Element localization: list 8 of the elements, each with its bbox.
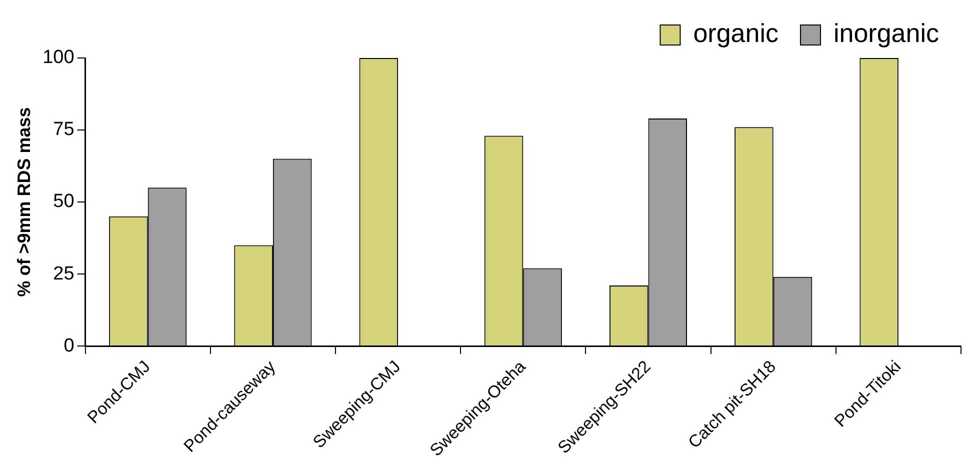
y-tick-label: 75 <box>53 119 74 140</box>
y-axis-title: % of >9mm RDS mass <box>14 107 34 297</box>
y-tick-label: 100 <box>42 47 74 68</box>
y-tick-label: 0 <box>64 335 74 356</box>
y-tick-label: 50 <box>53 191 74 212</box>
y-tick-label: 25 <box>53 263 74 284</box>
legend-label: inorganic <box>833 18 940 48</box>
legend-label: organic <box>693 18 778 48</box>
